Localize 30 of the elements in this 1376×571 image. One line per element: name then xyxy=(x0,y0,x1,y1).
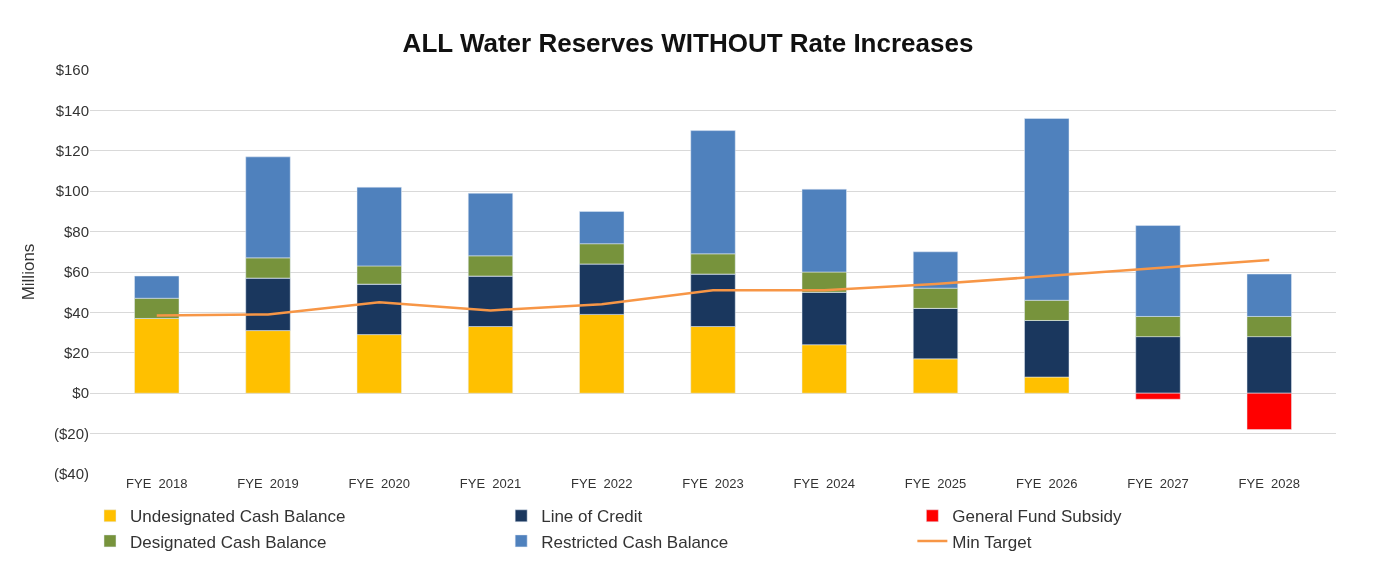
y-tick-label: $100 xyxy=(55,182,89,200)
x-tick-label: FYE 2028 xyxy=(1238,476,1300,491)
legend-label: Line of Credit xyxy=(541,507,643,527)
y-tick-label: $140 xyxy=(55,101,89,119)
x-tick-label: FYE 2027 xyxy=(1127,476,1189,491)
y-tick-label: $60 xyxy=(63,263,89,281)
y-tick-label: $20 xyxy=(63,344,89,362)
x-tick-label: FYE 2025 xyxy=(904,476,967,491)
x-tick-label: FYE 2023 xyxy=(682,476,744,491)
legend-label: General Fund Subsidy xyxy=(952,507,1123,527)
x-tick-label: FYE 2018 xyxy=(126,476,188,491)
chart-title: ALL Water Reserves WITHOUT Rate Increases xyxy=(402,28,974,59)
legend-label: Undesignated Cash Balance xyxy=(130,507,346,527)
legend-label: Min Target xyxy=(952,532,1032,552)
legend-label: Designated Cash Balance xyxy=(130,532,327,552)
x-tick-label: FYE 2024 xyxy=(793,476,855,491)
y-tick-label: $40 xyxy=(63,303,89,321)
y-tick-label: $80 xyxy=(63,222,89,240)
x-tick-label: FYE 2022 xyxy=(571,476,633,491)
y-axis-title: Millions xyxy=(18,243,38,301)
y-tick-label: ($20) xyxy=(53,424,89,442)
y-tick-label: ($40) xyxy=(53,465,89,483)
legend-label: Restricted Cash Balance xyxy=(541,532,729,552)
x-tick-label: FYE 2020 xyxy=(348,476,410,491)
y-tick-label: $160 xyxy=(55,61,89,79)
x-tick-label: FYE 2026 xyxy=(1016,476,1078,491)
x-tick-label: FYE 2021 xyxy=(459,476,522,491)
y-tick-label: $0 xyxy=(72,384,89,402)
x-tick-label: FYE 2019 xyxy=(237,476,299,491)
y-tick-label: $120 xyxy=(55,142,89,160)
